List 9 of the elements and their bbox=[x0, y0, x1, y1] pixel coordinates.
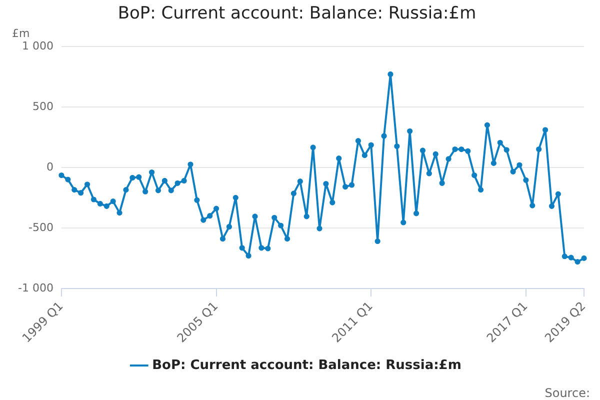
y-tick-label: 500 bbox=[32, 100, 54, 113]
y-axis-title: £m bbox=[12, 26, 30, 40]
chart-title: BoP: Current account: Balance: Russia:£m bbox=[118, 4, 476, 24]
source-note: Source: bbox=[544, 386, 590, 400]
y-tick-label: -1 000 bbox=[18, 281, 54, 294]
y-tick-label: -500 bbox=[28, 220, 54, 234]
legend-label: BoP: Current account: Balance: Russia:£m bbox=[152, 358, 462, 373]
y-tick-label: 0 bbox=[46, 160, 54, 174]
y-tick-label: 1 000 bbox=[22, 39, 54, 52]
